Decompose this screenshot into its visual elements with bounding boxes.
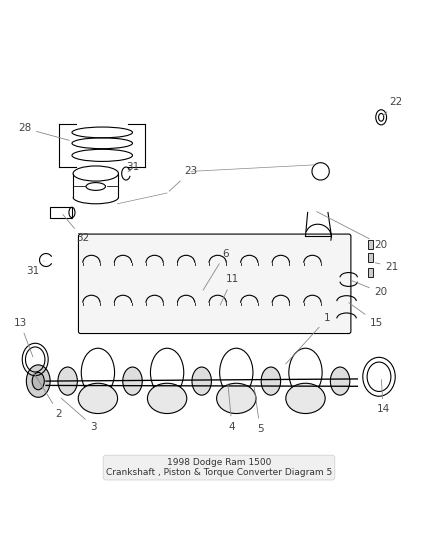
Bar	[368, 268, 373, 277]
Text: 1998 Dodge Ram 1500
Crankshaft , Piston & Torque Converter Diagram 5: 1998 Dodge Ram 1500 Crankshaft , Piston …	[106, 458, 332, 477]
Text: 4: 4	[228, 384, 235, 432]
Bar	[368, 253, 373, 262]
Text: 13: 13	[14, 318, 33, 357]
Ellipse shape	[78, 383, 117, 414]
Ellipse shape	[330, 367, 350, 395]
Text: 32: 32	[63, 215, 89, 244]
Bar	[50, 207, 72, 217]
Bar	[368, 240, 373, 249]
Ellipse shape	[217, 383, 256, 414]
Ellipse shape	[192, 367, 212, 395]
Text: 20: 20	[351, 280, 388, 297]
Text: 5: 5	[254, 386, 263, 434]
Ellipse shape	[261, 367, 281, 395]
Text: 20: 20	[317, 212, 388, 250]
Text: 11: 11	[220, 274, 239, 305]
Text: 14: 14	[377, 379, 390, 414]
Text: 6: 6	[203, 248, 229, 290]
Text: 31: 31	[126, 162, 139, 172]
Ellipse shape	[32, 373, 44, 390]
Text: 28: 28	[18, 123, 69, 140]
Text: 15: 15	[349, 303, 383, 328]
FancyBboxPatch shape	[78, 234, 351, 334]
Ellipse shape	[123, 367, 142, 395]
Ellipse shape	[26, 365, 50, 397]
Text: 23: 23	[169, 166, 198, 191]
Text: 22: 22	[384, 97, 403, 115]
Text: 3: 3	[61, 398, 97, 432]
Text: 2: 2	[34, 373, 62, 418]
Text: 1: 1	[286, 313, 330, 364]
Ellipse shape	[286, 383, 325, 414]
Ellipse shape	[58, 367, 78, 395]
Text: 31: 31	[26, 261, 44, 276]
Text: 21: 21	[375, 262, 399, 271]
Ellipse shape	[148, 383, 187, 414]
